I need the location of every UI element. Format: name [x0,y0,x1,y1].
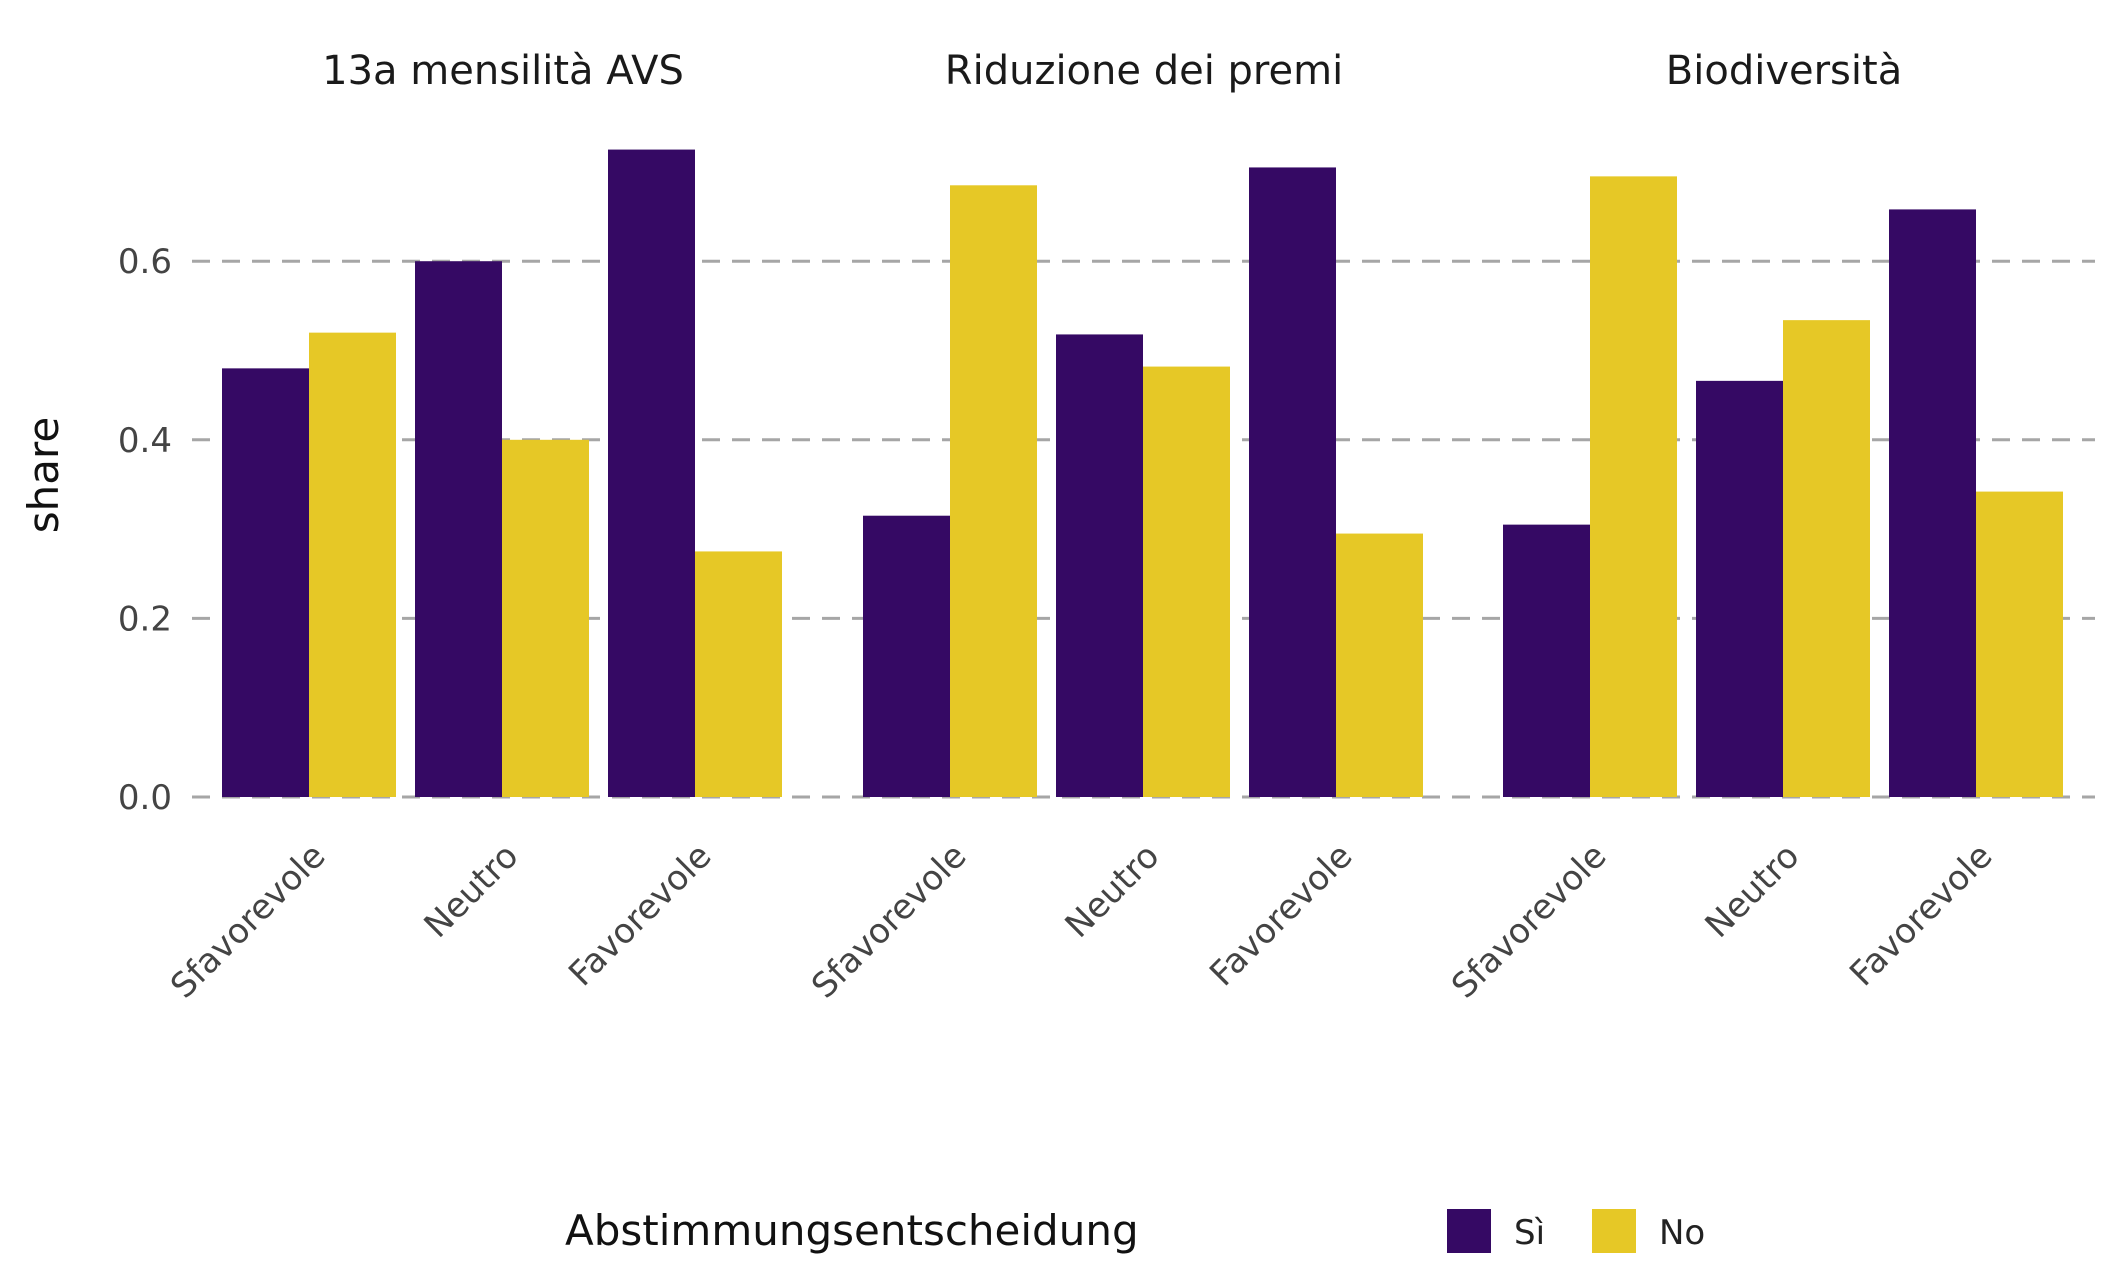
bar-no [502,439,589,797]
bar-no [309,332,396,797]
x-tick-label: Sfavorevole [163,836,333,1006]
facet-panel: Riduzione dei premi Sfavorevole Neutro Favo… [804,48,1423,1006]
bar-no [1336,533,1423,797]
bar-si [1249,167,1336,797]
facet-title: Riduzione dei premi [945,48,1343,94]
y-tick-label: 0.6 [118,242,172,282]
bar-si [415,261,502,797]
bar-no [695,551,782,797]
x-tick-label: Favorevole [1202,836,1360,994]
bar-si [1503,524,1590,797]
x-tick-label: Neutro [1058,836,1168,946]
bar-si [1056,334,1143,797]
x-tick-label: Neutro [417,836,527,946]
bar-no [950,185,1037,798]
facet-panel: Biodiversità Sfavorevole Neutro Favorevole [1444,48,2063,1006]
legend-key-si [1447,1209,1491,1253]
bar-si [1889,209,1976,797]
x-tick-label: Favorevole [561,836,719,994]
y-tick-label: 0.0 [118,778,172,818]
facet-panel: 13a mensilità AVS Sfavorevole Neutro Favore… [163,48,782,1006]
y-tick-label: 0.2 [118,599,172,639]
bar-si [222,368,309,797]
bar-si [1696,380,1783,797]
y-axis-title: share [19,417,68,533]
bar-no [1143,366,1230,797]
x-tick-label: Sfavorevole [804,836,974,1006]
facets: 13a mensilità AVS Sfavorevole Neutro Favore… [163,48,2063,1006]
bar-si [608,149,695,797]
facet-title: 13a mensilità AVS [322,48,684,94]
y-tick-label: 0.4 [118,421,172,461]
facet-title: Biodiversità [1666,48,1902,94]
legend-items: Sì No [1447,1209,1705,1253]
x-tick-label: Neutro [1698,836,1808,946]
legend-label: No [1659,1213,1705,1253]
legend-title: Abstimmungsentscheidung [565,1206,1139,1255]
legend-label: Sì [1514,1213,1545,1253]
bar-no [1590,176,1677,798]
legend-key-no [1592,1209,1636,1253]
bar-no [1976,491,2063,797]
bar-no [1783,320,1870,797]
y-axis-ticks: 0.0 0.2 0.4 0.6 [118,242,172,818]
bar-si [863,515,950,797]
legend: Abstimmungsentscheidung Sì No [565,1206,1705,1255]
x-tick-label: Favorevole [1842,836,2000,994]
x-tick-label: Sfavorevole [1444,836,1614,1006]
